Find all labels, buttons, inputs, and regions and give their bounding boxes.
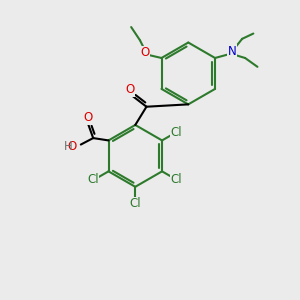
Text: Cl: Cl — [170, 172, 182, 185]
Text: Cl: Cl — [170, 126, 182, 139]
Text: O: O — [67, 140, 76, 152]
Text: N: N — [227, 45, 236, 58]
Text: H: H — [64, 140, 73, 152]
Text: O: O — [125, 83, 134, 96]
Text: Cl: Cl — [130, 197, 141, 210]
Text: O: O — [140, 46, 150, 59]
Text: O: O — [83, 111, 92, 124]
Text: Cl: Cl — [87, 172, 99, 185]
